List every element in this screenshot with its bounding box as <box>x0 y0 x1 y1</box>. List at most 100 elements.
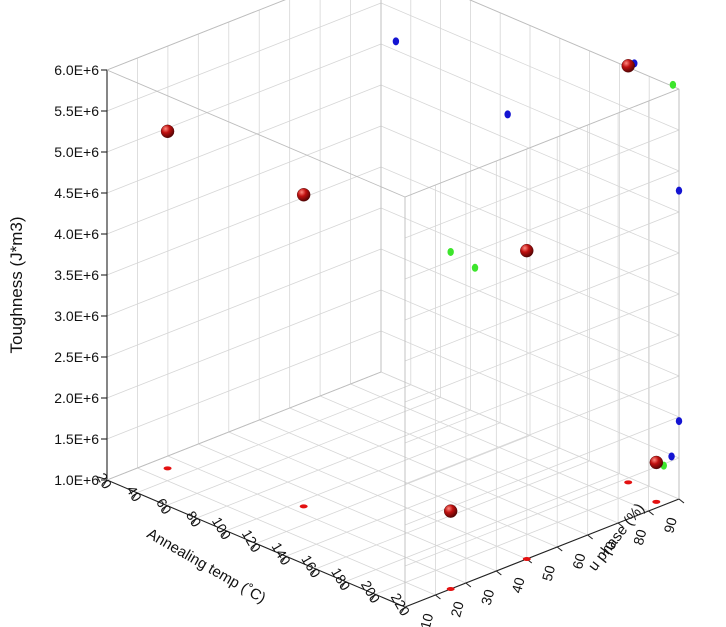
gridline-side-z <box>404 129 680 239</box>
x-tick-mark <box>191 517 197 525</box>
gridline-floor-x <box>285 447 560 557</box>
gridline-side-z <box>404 170 680 280</box>
projection-point-yz <box>447 247 454 256</box>
data-point <box>160 124 175 139</box>
x-tick-label: 200 <box>358 578 384 606</box>
y-tick-label: 20 <box>447 599 467 618</box>
gridline-left-z <box>106 125 382 235</box>
top-left-edge <box>106 0 286 71</box>
grid-layer <box>106 0 680 608</box>
z-tick-label: 5.5E+6 <box>54 103 99 119</box>
data-point <box>296 188 311 202</box>
x-tick-label: 140 <box>269 539 295 567</box>
gridline-floor-y <box>380 371 680 500</box>
gridline-floor-y <box>228 431 527 560</box>
gridline-side-z <box>404 375 680 485</box>
gridline-floor-x <box>375 485 650 595</box>
y-tick-label: 10 <box>417 611 437 627</box>
x-tick-label: 120 <box>239 527 265 555</box>
y-tick-label: 40 <box>508 575 528 594</box>
gridline-floor-x <box>136 384 411 494</box>
gridline-floor-y <box>137 467 436 596</box>
x-tick-label: 80 <box>183 508 205 530</box>
projection-point-xz <box>675 417 683 426</box>
data-point <box>443 504 458 518</box>
data-point <box>520 243 534 258</box>
y-tick-mark <box>648 510 654 516</box>
gridline-floor-y <box>198 443 497 572</box>
gridline-left-z <box>106 84 382 194</box>
gridline-left-z <box>106 0 286 71</box>
top-front-edge <box>106 69 406 198</box>
y-tick-mark <box>617 522 624 528</box>
y-tick-mark <box>465 582 472 588</box>
y-tick-label: 80 <box>630 527 650 546</box>
projection-point-yz <box>471 263 479 272</box>
y-tick-label: 30 <box>478 587 498 606</box>
x-tick-mark <box>221 530 227 538</box>
data-points-layer <box>160 59 664 518</box>
z-tick-label: 3.0E+6 <box>54 308 99 324</box>
x-tick-mark <box>132 492 138 500</box>
projection-point-xy <box>299 504 308 509</box>
y-tick-label: 90 <box>660 515 680 534</box>
gridline-left-z <box>106 2 382 112</box>
data-point <box>621 59 635 73</box>
z-tick-label: 1.0E+6 <box>54 472 99 488</box>
projection-point-xz <box>392 37 400 46</box>
y-tick-label: 60 <box>569 551 589 570</box>
x-tick-mark <box>102 479 108 487</box>
gridline-floor-y <box>350 383 649 512</box>
x-tick-label: 100 <box>209 514 235 542</box>
z-tick-label: 1.5E+6 <box>54 431 99 447</box>
projection-point-xz <box>668 452 675 461</box>
projection-point-xz <box>675 186 683 195</box>
y-tick-mark <box>678 498 685 504</box>
x-tick-mark <box>311 568 317 576</box>
projection-point-xz <box>504 110 511 119</box>
y-tick-mark <box>556 546 563 552</box>
x-tick-label: 160 <box>298 552 324 580</box>
z-tick-label: 5.0E+6 <box>54 144 99 160</box>
gridline-left-z <box>106 166 382 276</box>
y-tick-label: 70 <box>600 539 620 558</box>
z-tick-label: 4.0E+6 <box>54 226 99 242</box>
x-tick-mark <box>340 581 346 588</box>
z-tick-label: 3.5E+6 <box>54 267 99 283</box>
projection-point-xy <box>163 466 172 471</box>
projection-point-xy <box>522 557 531 561</box>
gridline-left-z <box>106 289 382 399</box>
gridline-left-z <box>106 207 382 317</box>
projection-point-yz <box>669 80 677 89</box>
gridline-floor-x <box>166 397 441 506</box>
z-tick-label: 4.5E+6 <box>54 185 99 201</box>
y-tick-mark <box>587 534 594 540</box>
top-right-edge <box>404 88 680 198</box>
x-tick-mark <box>400 606 406 614</box>
gridline-side-z <box>404 457 680 567</box>
gridline-side-z <box>404 293 680 403</box>
gridline-floor-y <box>259 419 558 548</box>
projection-point-xy <box>624 480 633 485</box>
x-tick-label: 20 <box>94 470 116 492</box>
x-tick-mark <box>251 543 257 550</box>
y-tick-mark <box>435 594 441 600</box>
gridline-left-z <box>106 248 382 358</box>
x-tick-label: 180 <box>328 565 354 593</box>
projection-layer <box>163 37 683 591</box>
gridline-left-z <box>106 43 382 153</box>
z-tick-label: 6.0E+6 <box>54 62 99 78</box>
x-tick-label: 60 <box>153 495 175 517</box>
x-tick-mark <box>370 593 376 601</box>
gridline-floor-x <box>345 473 620 582</box>
gridline-floor-x <box>196 409 471 519</box>
gridline-floor-x <box>226 422 501 532</box>
x-tick-label: 40 <box>123 483 145 505</box>
projection-point-xy <box>652 499 661 504</box>
gridline-side-z <box>404 334 680 444</box>
gridline-side-z <box>404 252 680 362</box>
gridline-side-z <box>404 211 680 321</box>
gridline-floor-y <box>319 395 619 524</box>
gridline-left-z <box>106 330 382 440</box>
